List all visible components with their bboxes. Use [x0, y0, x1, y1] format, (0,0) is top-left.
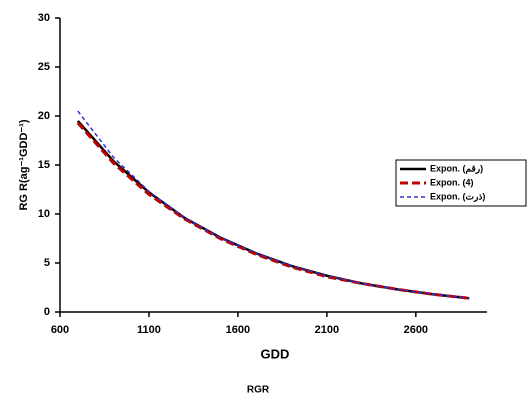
x-tick-label: 2100: [315, 324, 339, 336]
x-tick-label: 1100: [137, 324, 161, 336]
y-axis-label: RG R(ag⁻¹GDD⁻¹): [18, 119, 30, 210]
x-tick-label: 1600: [226, 324, 250, 336]
y-tick-label: 5: [44, 257, 50, 269]
y-tick-label: 30: [38, 12, 50, 24]
y-tick-label: 25: [38, 61, 50, 73]
y-tick-label: 20: [38, 110, 50, 122]
legend-label: Expon. (ذرت): [430, 191, 485, 202]
x-tick-label: 600: [51, 324, 69, 336]
legend-label: Expon. (4): [430, 177, 474, 187]
caption: RGR: [247, 385, 270, 396]
series-line: [76, 121, 470, 300]
legend-label: Expon. (رقم): [430, 163, 483, 174]
y-tick-label: 15: [38, 159, 50, 171]
y-tick-label: 0: [44, 306, 50, 318]
x-tick-label: 2600: [404, 324, 428, 336]
series-line: [77, 110, 470, 300]
x-axis-label: GDD: [261, 346, 290, 361]
series-line: [76, 120, 470, 300]
y-tick-label: 10: [38, 208, 50, 220]
